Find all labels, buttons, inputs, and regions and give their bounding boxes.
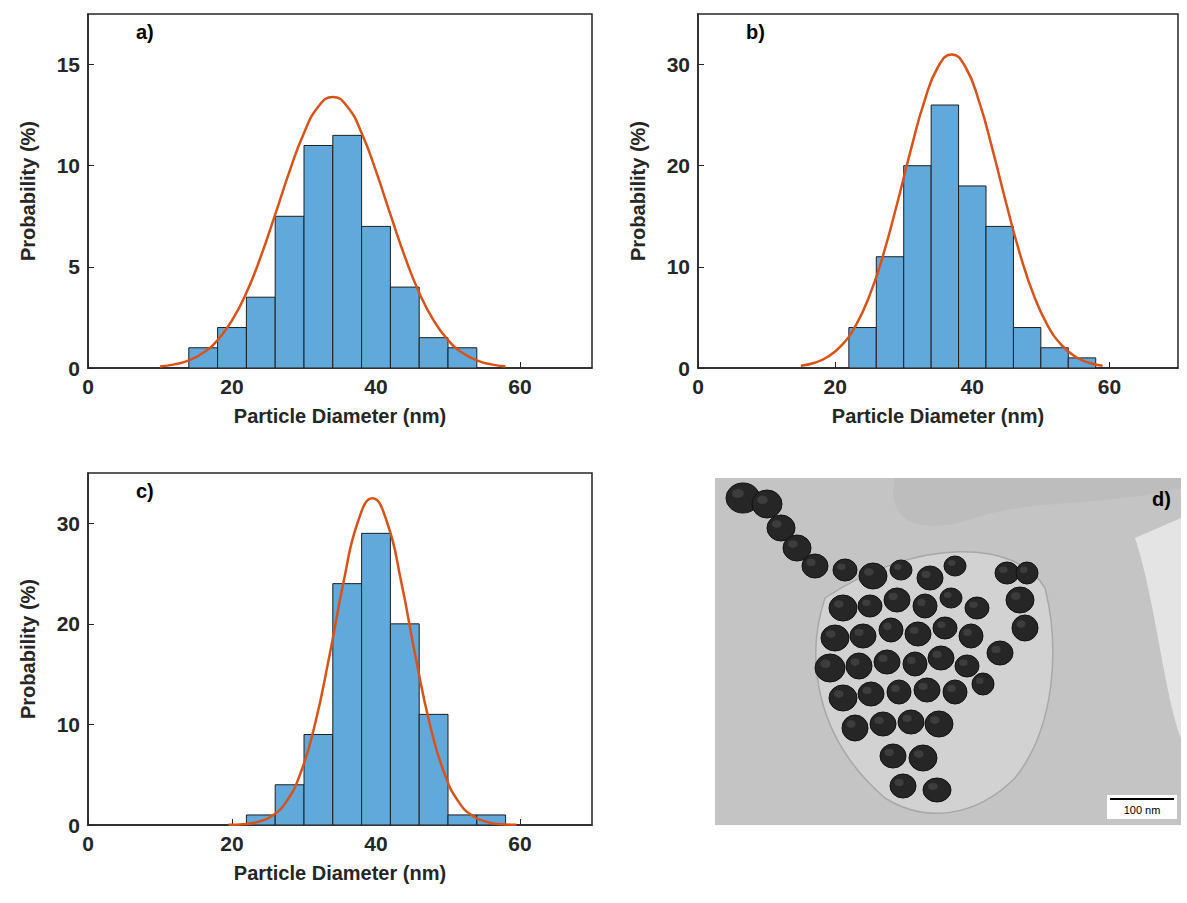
svg-text:10: 10	[667, 255, 690, 278]
svg-text:0: 0	[692, 375, 704, 398]
svg-text:10: 10	[57, 713, 80, 736]
svg-text:c): c)	[136, 480, 154, 502]
svg-text:5: 5	[68, 255, 80, 278]
svg-text:40: 40	[364, 832, 387, 855]
svg-text:Particle Diameter (nm): Particle Diameter (nm)	[234, 405, 446, 427]
svg-text:0: 0	[82, 375, 94, 398]
svg-text:0: 0	[82, 832, 94, 855]
svg-text:40: 40	[961, 375, 984, 398]
svg-text:30: 30	[667, 53, 690, 76]
svg-text:15: 15	[57, 53, 81, 76]
svg-text:20: 20	[220, 375, 243, 398]
svg-text:0: 0	[68, 814, 80, 837]
svg-text:20: 20	[220, 832, 243, 855]
svg-text:0: 0	[678, 357, 690, 380]
svg-text:20: 20	[823, 375, 846, 398]
svg-text:60: 60	[1098, 375, 1121, 398]
svg-text:b): b)	[746, 21, 765, 43]
svg-text:20: 20	[57, 612, 80, 635]
svg-text:30: 30	[57, 512, 80, 535]
svg-text:d): d)	[1152, 488, 1171, 510]
svg-text:Probability (%): Probability (%)	[17, 121, 39, 261]
svg-text:a): a)	[136, 21, 154, 43]
svg-text:60: 60	[508, 375, 531, 398]
svg-text:20: 20	[667, 154, 690, 177]
svg-text:0: 0	[68, 357, 80, 380]
svg-text:Probability (%): Probability (%)	[17, 579, 39, 719]
svg-text:40: 40	[364, 375, 387, 398]
svg-text:60: 60	[508, 832, 531, 855]
svg-text:Particle Diameter (nm): Particle Diameter (nm)	[832, 405, 1044, 427]
svg-text:100 nm: 100 nm	[1124, 804, 1161, 816]
svg-text:Particle Diameter (nm): Particle Diameter (nm)	[234, 862, 446, 884]
svg-text:Probability (%): Probability (%)	[627, 121, 649, 261]
svg-text:10: 10	[57, 154, 80, 177]
